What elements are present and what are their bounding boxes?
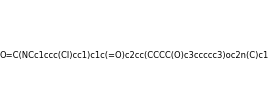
Text: O=C(NCc1ccc(Cl)cc1)c1c(=O)c2cc(CCCC(O)c3ccccc3)oc2n(C)c1: O=C(NCc1ccc(Cl)cc1)c1c(=O)c2cc(CCCC(O)c3… [0, 51, 269, 60]
